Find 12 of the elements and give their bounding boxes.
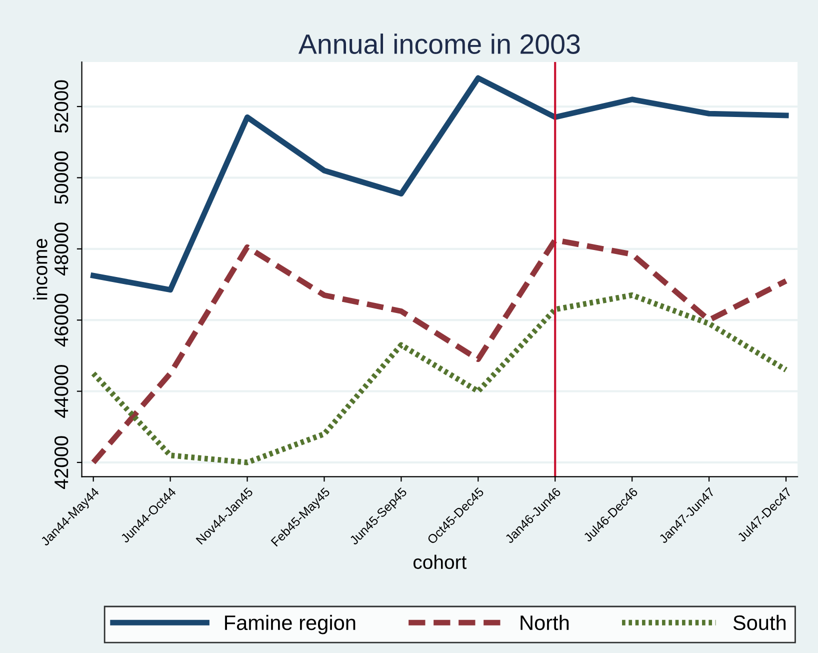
y-tick-label: 48000 — [54, 222, 68, 276]
y-tick-label: 50000 — [54, 151, 68, 204]
y-tick-label: 44000 — [54, 364, 68, 418]
y-tick-label: 52000 — [54, 80, 68, 133]
chart-title: Annual income in 2003 — [298, 34, 580, 54]
x-axis-title: cohort — [413, 554, 467, 570]
y-axis-title: income — [33, 238, 48, 300]
legend-label: North — [520, 614, 569, 630]
y-tick-label: 42000 — [54, 436, 68, 490]
legend-label: South — [733, 614, 786, 630]
y-tick-label: 46000 — [54, 294, 68, 347]
legend-label: Famine region — [225, 614, 356, 634]
